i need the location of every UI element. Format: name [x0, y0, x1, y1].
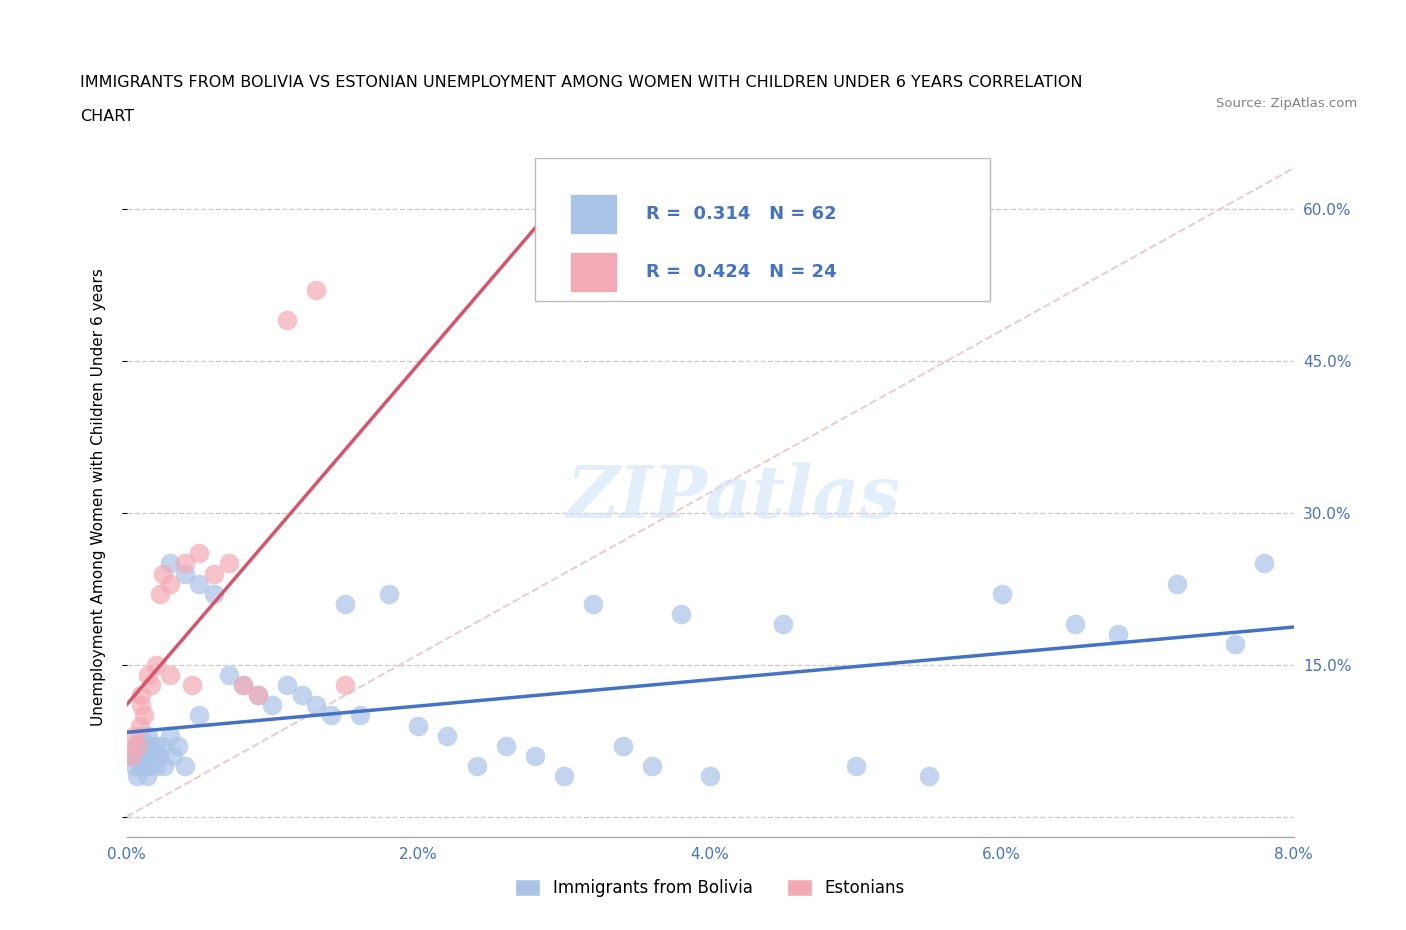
Point — [1063, 617, 1085, 631]
FancyBboxPatch shape — [534, 158, 990, 300]
Point — [129, 687, 152, 702]
Point — [218, 556, 240, 571]
Point — [134, 738, 156, 753]
Text: CHART: CHART — [80, 109, 134, 124]
Point — [159, 556, 181, 571]
Point — [138, 749, 160, 764]
Point — [174, 759, 197, 774]
Point — [1166, 577, 1188, 591]
Point — [188, 577, 211, 591]
Point — [181, 678, 204, 693]
Point — [148, 749, 170, 764]
Point — [141, 678, 163, 693]
Point — [153, 759, 176, 774]
Point — [335, 596, 357, 611]
Point — [1253, 556, 1275, 571]
Point — [640, 759, 664, 774]
Point — [202, 566, 225, 581]
Point — [129, 749, 152, 764]
Point — [120, 749, 142, 764]
Point — [132, 708, 155, 723]
Point — [138, 728, 160, 743]
Point — [612, 738, 634, 753]
Point — [174, 556, 197, 571]
Y-axis label: Unemployment Among Women with Children Under 6 years: Unemployment Among Women with Children U… — [91, 269, 105, 726]
Point — [128, 759, 150, 774]
Point — [159, 668, 181, 683]
Text: R =  0.314   N = 62: R = 0.314 N = 62 — [645, 205, 837, 223]
Point — [129, 728, 152, 743]
FancyBboxPatch shape — [569, 252, 617, 292]
Point — [152, 566, 174, 581]
Point — [699, 769, 721, 784]
Point — [124, 738, 146, 753]
Point — [145, 738, 167, 753]
Point — [845, 759, 868, 774]
Point — [246, 687, 269, 702]
Point — [138, 668, 160, 683]
Text: IMMIGRANTS FROM BOLIVIA VS ESTONIAN UNEMPLOYMENT AMONG WOMEN WITH CHILDREN UNDER: IMMIGRANTS FROM BOLIVIA VS ESTONIAN UNEM… — [80, 75, 1083, 90]
Point — [125, 738, 148, 753]
Point — [246, 687, 269, 702]
Point — [166, 738, 188, 753]
Point — [188, 546, 211, 561]
Point — [149, 587, 172, 602]
Point — [159, 577, 181, 591]
Point — [202, 587, 225, 602]
Point — [319, 708, 342, 723]
Point — [142, 749, 165, 764]
Point — [188, 708, 211, 723]
Point — [120, 749, 142, 764]
Point — [378, 587, 401, 602]
Point — [129, 738, 152, 753]
Point — [918, 769, 941, 784]
Point — [276, 678, 298, 693]
Point — [276, 312, 298, 327]
Text: R =  0.424   N = 24: R = 0.424 N = 24 — [645, 263, 837, 281]
Point — [290, 687, 312, 702]
Point — [553, 769, 575, 784]
Point — [523, 749, 546, 764]
Point — [349, 708, 371, 723]
Point — [162, 749, 184, 764]
Point — [1108, 627, 1130, 642]
Point — [990, 587, 1012, 602]
Text: Source: ZipAtlas.com: Source: ZipAtlas.com — [1216, 97, 1357, 110]
Point — [145, 759, 167, 774]
Point — [145, 658, 167, 672]
Point — [125, 769, 148, 784]
Point — [669, 606, 692, 621]
Point — [262, 698, 284, 712]
Point — [305, 698, 328, 712]
Point — [495, 738, 517, 753]
Point — [465, 759, 488, 774]
Point — [218, 668, 240, 683]
Legend: Immigrants from Bolivia, Estonians: Immigrants from Bolivia, Estonians — [509, 871, 911, 903]
Point — [127, 749, 149, 764]
Point — [129, 698, 152, 712]
Point — [122, 759, 145, 774]
Point — [150, 738, 173, 753]
Point — [232, 678, 254, 693]
Point — [136, 769, 159, 784]
Point — [128, 718, 150, 733]
Point — [159, 728, 181, 743]
Point — [305, 283, 328, 298]
Point — [141, 738, 163, 753]
Point — [174, 566, 197, 581]
Point — [139, 759, 162, 774]
Point — [436, 728, 458, 743]
Point — [132, 759, 155, 774]
Point — [582, 596, 605, 611]
FancyBboxPatch shape — [569, 193, 617, 234]
Point — [408, 718, 430, 733]
Text: ZIPatlas: ZIPatlas — [567, 462, 900, 533]
Point — [335, 678, 357, 693]
Point — [1223, 637, 1247, 652]
Point — [772, 617, 794, 631]
Point — [232, 678, 254, 693]
Point — [122, 728, 145, 743]
